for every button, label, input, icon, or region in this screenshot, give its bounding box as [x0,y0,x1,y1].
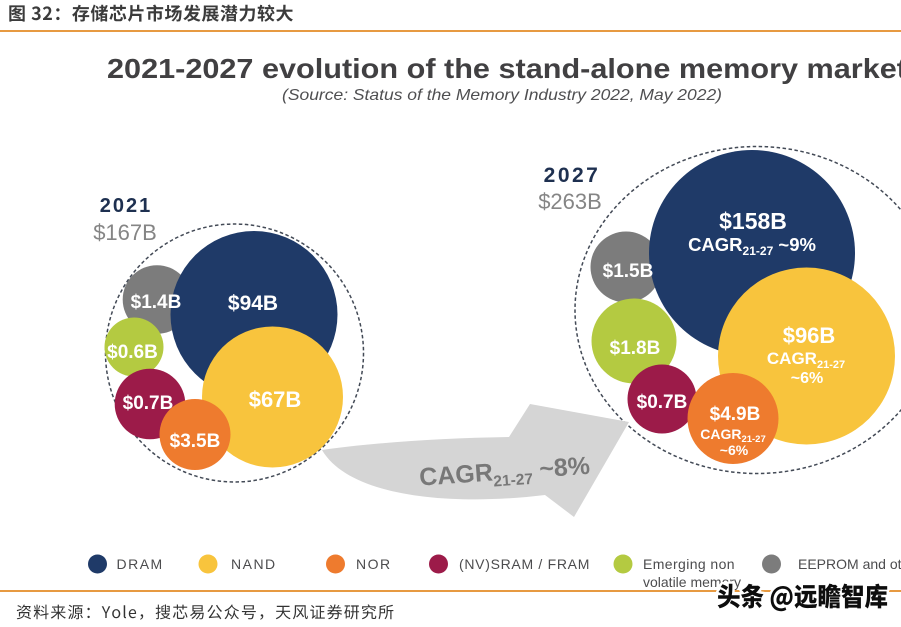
svg-text:$94B: $94B [228,292,278,315]
svg-text:$67B: $67B [249,387,302,412]
svg-text:volatile memory: volatile memory [643,574,741,590]
svg-text:NOR: NOR [356,556,392,572]
svg-text:~6%: ~6% [720,442,749,458]
svg-text:$1.5B: $1.5B [603,261,654,282]
svg-text:NAND: NAND [231,556,277,572]
svg-text:$1.4B: $1.4B [131,292,182,313]
svg-text:$3.5B: $3.5B [170,431,221,452]
svg-text:$158B: $158B [719,208,787,234]
svg-text:2021-2027 evolution of the sta: 2021-2027 evolution of the stand-alone m… [107,53,901,84]
svg-text:$1.8B: $1.8B [610,338,661,359]
svg-text:$0.7B: $0.7B [637,392,688,413]
svg-text:$4.9B: $4.9B [710,404,761,425]
svg-text:2021: 2021 [100,195,153,217]
svg-text:(NV)SRAM / FRAM: (NV)SRAM / FRAM [459,556,590,572]
svg-text:$0.7B: $0.7B [123,393,174,414]
svg-text:$96B: $96B [783,323,836,348]
svg-text:$167B: $167B [93,220,157,245]
svg-text:$263B: $263B [538,189,602,214]
svg-text:DRAM: DRAM [117,556,164,572]
svg-text:(Source: Status of the Memory: (Source: Status of the Memory Industry 2… [282,87,722,104]
svg-text:EEPROM and others: EEPROM and others [798,556,901,572]
svg-text:Emerging non: Emerging non [643,556,735,572]
svg-text:~6%: ~6% [791,370,823,387]
svg-text:2027: 2027 [544,164,601,187]
svg-text:$0.6B: $0.6B [107,342,158,363]
